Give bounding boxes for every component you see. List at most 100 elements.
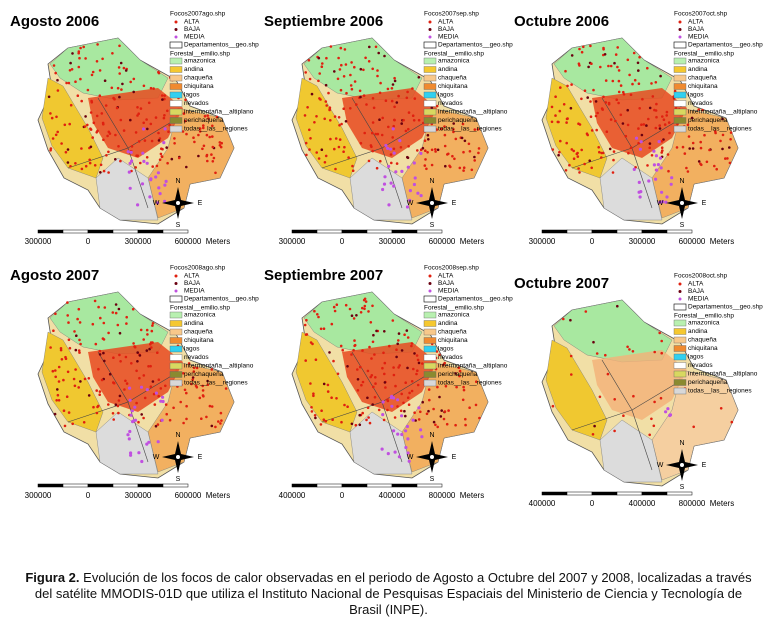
fire-point: [458, 166, 462, 170]
fire-point: [393, 76, 396, 80]
fire-point: [116, 86, 120, 90]
fire-point: [384, 386, 387, 389]
fire-point: [653, 108, 656, 112]
fire-point: [373, 395, 377, 399]
fire-point: [350, 314, 354, 317]
fire-point: [77, 386, 80, 389]
fire-point: [414, 419, 417, 422]
fire-point: [338, 124, 341, 127]
fire-point: [79, 380, 82, 383]
fire-point: [200, 417, 203, 420]
fire-point: [133, 345, 137, 349]
fire-point: [333, 115, 337, 118]
fire-point-medium: [419, 428, 423, 432]
fire-point: [346, 405, 349, 408]
fire-point-medium: [137, 451, 141, 455]
fire-point: [665, 114, 668, 117]
fire-point: [430, 106, 434, 110]
fire-point: [99, 171, 102, 174]
fire-point: [426, 133, 430, 137]
legend-point-label: MEDIA: [184, 288, 205, 295]
fire-point: [564, 169, 568, 172]
fire-point: [462, 385, 465, 389]
fire-point: [306, 106, 309, 109]
fire-point: [359, 67, 363, 71]
fire-point: [398, 364, 401, 367]
legend-class: andina: [184, 66, 204, 73]
fire-point: [622, 93, 626, 96]
fire-point: [652, 424, 656, 428]
fire-point: [393, 79, 397, 83]
scale-bar: [616, 229, 643, 234]
legend-class: todas__las__regiones: [184, 126, 248, 133]
fire-point: [147, 365, 150, 368]
fire-point: [626, 123, 630, 127]
legend-shapefile: Focos2007sep.shp: [424, 11, 479, 18]
fire-point: [154, 424, 158, 428]
fire-point-medium: [140, 182, 145, 186]
fire-point: [446, 153, 449, 156]
fire-point: [310, 406, 313, 409]
scale-bar: [316, 229, 343, 234]
compass-letter: E: [702, 200, 707, 207]
fire-point: [662, 118, 666, 121]
fire-point: [371, 97, 375, 100]
fire-point: [117, 66, 121, 69]
fire-point: [425, 167, 428, 171]
fire-point: [461, 398, 465, 402]
fire-point: [396, 342, 399, 346]
scale-label: 0: [340, 237, 345, 246]
fire-point: [162, 116, 166, 120]
fire-point-medium: [154, 175, 158, 179]
fire-point: [637, 141, 640, 145]
fire-point-medium: [668, 413, 672, 418]
fire-point: [103, 79, 107, 82]
fire-point: [728, 161, 732, 165]
fire-point-medium: [389, 147, 393, 151]
fire-point: [379, 81, 382, 85]
south-region: [599, 419, 663, 483]
fire-point: [83, 125, 87, 128]
fire-point: [626, 108, 629, 112]
legend-swatch: [169, 66, 183, 73]
fire-point: [163, 94, 166, 97]
fire-point: [415, 372, 418, 376]
fire-point: [371, 149, 374, 153]
legend-swatch: [169, 337, 183, 344]
map-panel: Octubre 2007 Focos2008oct.shpALTABAJAMEDI…: [514, 273, 763, 508]
legend-boundary: Departamentos__geo.shp: [438, 296, 513, 303]
scale-label: 0: [340, 491, 345, 500]
legend-class: lagos: [184, 92, 200, 99]
fire-point: [631, 350, 635, 353]
fire-point: [432, 407, 435, 411]
fire-point-medium: [387, 203, 391, 207]
fire-point: [163, 114, 166, 117]
legend-swatch: [423, 320, 437, 327]
fire-point: [650, 82, 653, 85]
fire-point-medium: [393, 450, 397, 454]
fire-point: [55, 115, 58, 119]
fire-point: [97, 305, 100, 309]
fire-point: [699, 146, 703, 150]
fire-point: [224, 387, 228, 390]
fire-point: [476, 128, 480, 131]
fire-point: [149, 86, 153, 90]
fire-point: [386, 87, 390, 91]
department-border: [127, 147, 149, 209]
fire-point-medium: [416, 191, 420, 195]
legend-shapefile: Focos2007oct.shp: [674, 11, 728, 18]
fire-point: [157, 131, 160, 135]
fire-point: [729, 138, 732, 141]
fire-point: [417, 418, 421, 421]
fire-point: [96, 405, 99, 409]
fire-point: [661, 115, 664, 118]
scale-label: 300000: [629, 237, 656, 246]
fire-point: [151, 165, 154, 168]
scale-label: 600000: [175, 237, 202, 246]
fire-point: [337, 56, 340, 60]
fire-point-medium: [381, 413, 385, 417]
fire-point: [211, 145, 215, 149]
fire-point: [452, 130, 455, 134]
fire-point: [95, 411, 99, 415]
fire-point: [462, 169, 465, 172]
